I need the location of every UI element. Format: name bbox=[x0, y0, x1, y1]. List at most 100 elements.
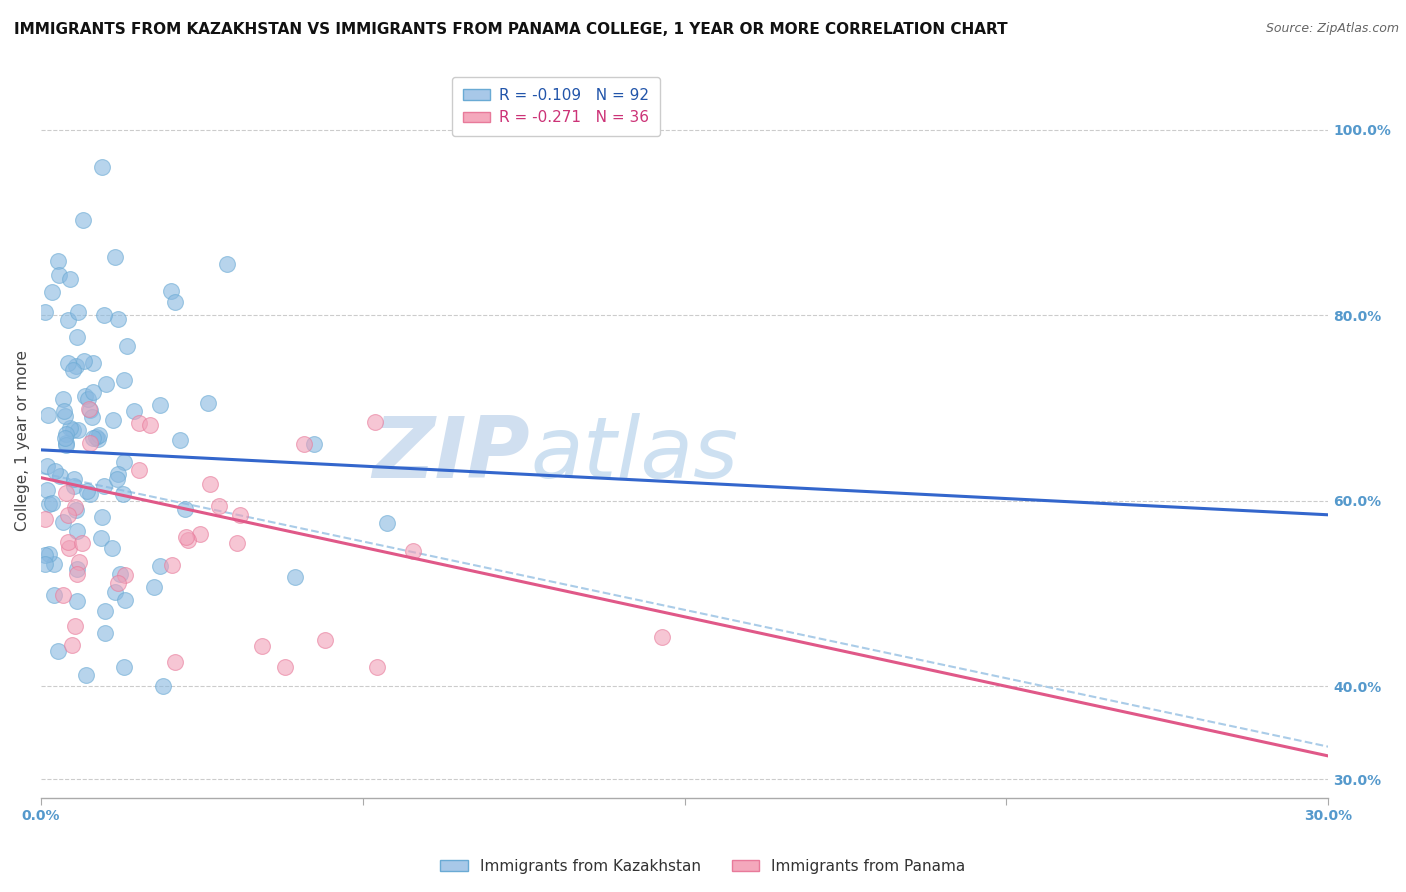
Point bbox=[90, 160, 112, 174]
Point bbox=[302, 437, 325, 451]
Point bbox=[41, 285, 63, 299]
Point bbox=[215, 257, 238, 271]
Point bbox=[364, 415, 387, 429]
Point bbox=[108, 567, 131, 582]
Point bbox=[79, 487, 101, 501]
Point bbox=[55, 436, 77, 450]
Point bbox=[58, 541, 80, 556]
Point bbox=[65, 619, 87, 633]
Point bbox=[35, 459, 58, 474]
Point bbox=[174, 531, 197, 545]
Point bbox=[104, 251, 127, 265]
Point bbox=[58, 508, 80, 522]
Y-axis label: College, 1 year or more: College, 1 year or more bbox=[15, 350, 30, 531]
Point bbox=[82, 356, 104, 370]
Point bbox=[41, 496, 63, 510]
Point bbox=[65, 359, 87, 374]
Point bbox=[55, 426, 77, 441]
Point bbox=[62, 472, 84, 486]
Point bbox=[94, 377, 117, 392]
Point bbox=[105, 472, 128, 486]
Point bbox=[52, 516, 75, 530]
Point bbox=[117, 339, 139, 353]
Point bbox=[112, 455, 135, 469]
Point bbox=[37, 483, 59, 498]
Point bbox=[52, 588, 75, 602]
Point bbox=[66, 567, 89, 582]
Point bbox=[292, 436, 315, 450]
Point bbox=[375, 516, 398, 531]
Point bbox=[59, 421, 82, 435]
Point bbox=[128, 416, 150, 430]
Point bbox=[152, 679, 174, 693]
Point bbox=[46, 644, 69, 658]
Point bbox=[93, 308, 115, 322]
Point bbox=[72, 535, 94, 549]
Text: Source: ZipAtlas.com: Source: ZipAtlas.com bbox=[1265, 22, 1399, 36]
Point bbox=[53, 409, 76, 423]
Point bbox=[284, 569, 307, 583]
Point bbox=[112, 374, 135, 388]
Point bbox=[73, 388, 96, 402]
Point bbox=[314, 633, 336, 648]
Point bbox=[75, 668, 97, 682]
Point bbox=[160, 558, 183, 573]
Point bbox=[114, 568, 136, 582]
Point bbox=[87, 432, 110, 446]
Point bbox=[93, 478, 115, 492]
Point bbox=[77, 392, 100, 407]
Legend: R = -0.109   N = 92, R = -0.271   N = 36: R = -0.109 N = 92, R = -0.271 N = 36 bbox=[451, 77, 659, 136]
Point bbox=[46, 254, 69, 268]
Point bbox=[53, 431, 76, 445]
Text: IMMIGRANTS FROM KAZAKHSTAN VS IMMIGRANTS FROM PANAMA COLLEGE, 1 YEAR OR MORE COR: IMMIGRANTS FROM KAZAKHSTAN VS IMMIGRANTS… bbox=[14, 22, 1008, 37]
Point bbox=[84, 430, 107, 444]
Point bbox=[53, 404, 76, 418]
Point bbox=[138, 417, 160, 432]
Point bbox=[93, 604, 115, 618]
Point bbox=[52, 392, 75, 407]
Point bbox=[104, 584, 127, 599]
Point bbox=[55, 486, 77, 500]
Point bbox=[69, 555, 91, 569]
Point bbox=[48, 468, 70, 483]
Point bbox=[58, 272, 80, 286]
Point bbox=[188, 527, 211, 541]
Point bbox=[62, 478, 84, 492]
Point bbox=[65, 500, 87, 514]
Point bbox=[65, 503, 87, 517]
Point bbox=[56, 313, 79, 327]
Point bbox=[128, 463, 150, 477]
Legend: Immigrants from Kazakhstan, Immigrants from Panama: Immigrants from Kazakhstan, Immigrants f… bbox=[434, 853, 972, 880]
Point bbox=[62, 363, 84, 377]
Point bbox=[103, 413, 125, 427]
Point bbox=[66, 524, 89, 538]
Point bbox=[38, 547, 60, 561]
Point bbox=[42, 558, 65, 572]
Point bbox=[67, 423, 90, 437]
Point bbox=[34, 511, 56, 525]
Point bbox=[77, 401, 100, 416]
Point bbox=[89, 428, 111, 442]
Point bbox=[142, 580, 165, 594]
Point bbox=[55, 438, 77, 452]
Point bbox=[149, 559, 172, 574]
Point bbox=[226, 536, 249, 550]
Point bbox=[107, 312, 129, 326]
Point bbox=[37, 408, 59, 422]
Point bbox=[402, 544, 425, 558]
Point bbox=[60, 638, 83, 652]
Point bbox=[94, 626, 117, 640]
Point bbox=[79, 436, 101, 450]
Point bbox=[91, 510, 114, 524]
Point bbox=[197, 396, 219, 410]
Point bbox=[114, 592, 136, 607]
Point bbox=[82, 431, 104, 445]
Point bbox=[34, 305, 56, 319]
Point bbox=[107, 575, 129, 590]
Text: atlas: atlas bbox=[530, 413, 738, 496]
Point bbox=[177, 533, 200, 548]
Point bbox=[107, 467, 129, 481]
Point bbox=[72, 354, 94, 368]
Point bbox=[62, 423, 84, 437]
Point bbox=[174, 502, 197, 516]
